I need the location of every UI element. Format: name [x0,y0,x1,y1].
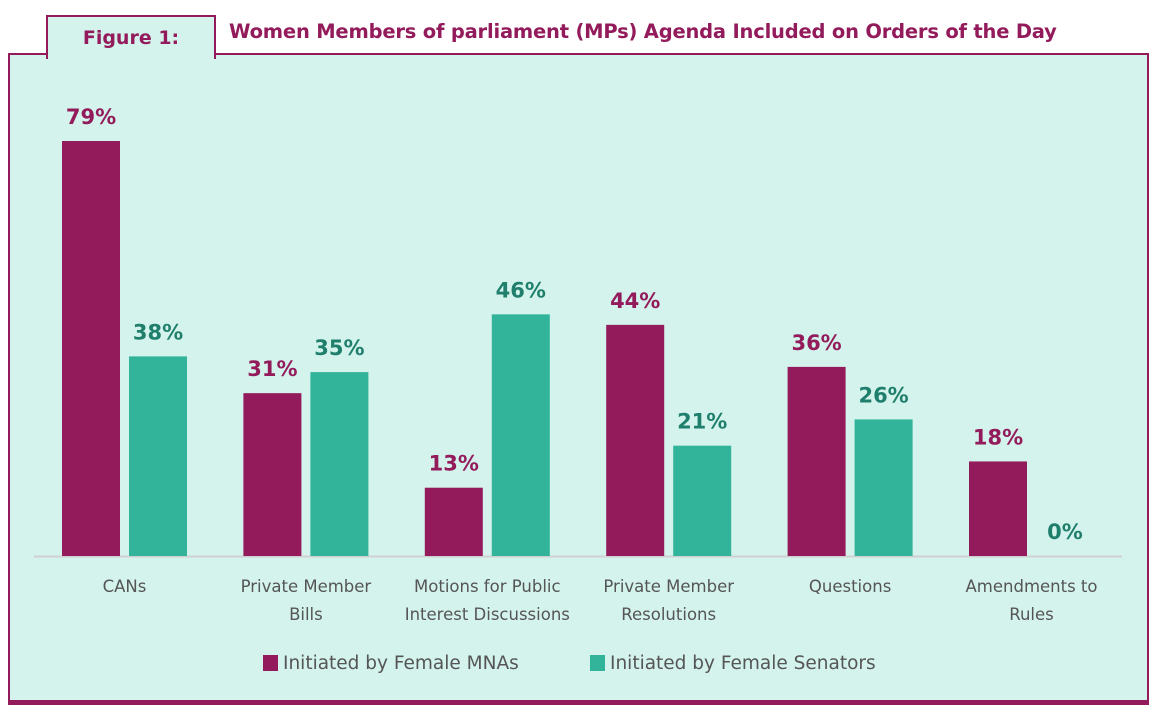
figure-label: Figure 1: [82,27,180,49]
bar-senators [854,419,913,556]
category-label: Resolutions [621,605,716,624]
bar-senators [129,356,187,556]
data-label: 31% [247,357,297,381]
bar-mnas [969,461,1027,556]
category-label: CANs [103,577,147,596]
bar-senators [673,445,732,556]
data-label: 13% [429,452,479,476]
bar-senators [310,372,369,556]
category-label: Rules [1009,605,1054,624]
figure-label-tab: Figure 1: [46,15,216,59]
data-label: 0% [1047,520,1083,544]
legend-swatch [263,655,278,671]
data-label: 26% [858,383,908,407]
legend-label: Initiated by Female MNAs [283,653,519,674]
legend-label: Initiated by Female Senators [610,653,876,674]
category-label: Interest Discussions [405,605,570,624]
bar-mnas [787,366,846,556]
bar-mnas [606,324,665,556]
category-label: Amendments to [966,577,1098,596]
bar-mnas [243,393,302,556]
data-label: 21% [677,410,727,434]
category-label: Questions [809,577,891,596]
data-label: 38% [133,320,183,344]
chart-title: Women Members of parliament (MPs) Agenda… [229,20,1057,43]
category-label: Bills [289,605,323,624]
data-label: 44% [610,289,660,313]
bar-mnas [62,141,120,556]
category-label: Private Member [241,577,372,596]
data-label: 36% [791,331,841,355]
data-label: 79% [66,105,116,129]
bar-senators [491,314,550,556]
legend-swatch [590,655,605,671]
data-label: 35% [314,336,364,360]
data-label: 46% [496,278,546,302]
category-label: Motions for Public [414,577,561,596]
bar-mnas [424,487,483,556]
chart-panel [8,53,1149,705]
data-label: 18% [973,425,1023,449]
category-label: Private Member [603,577,734,596]
